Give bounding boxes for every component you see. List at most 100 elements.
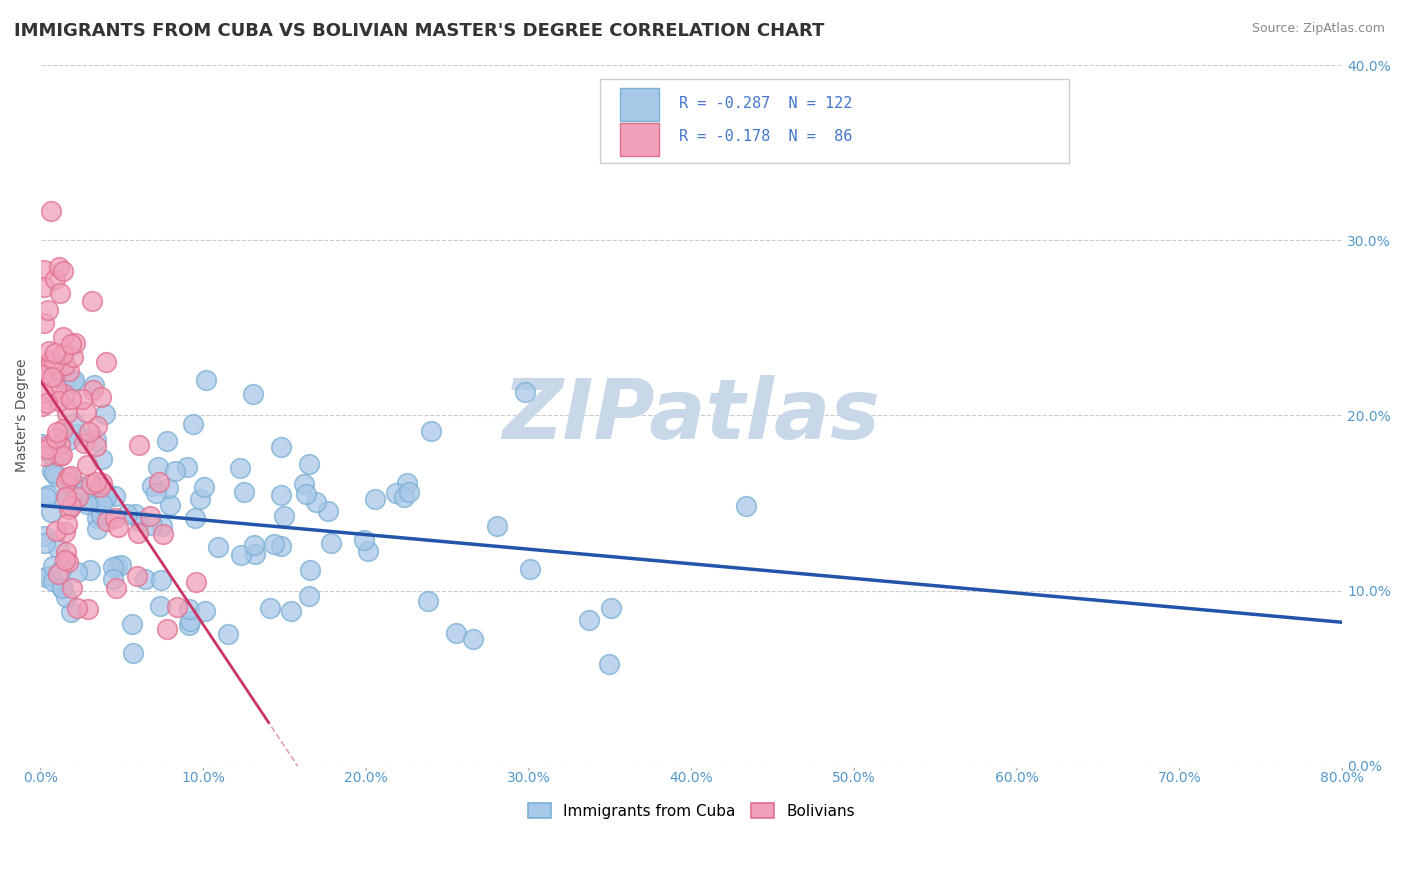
Point: [51, 449, 73, 463]
Point: [149, 599, 172, 614]
Point: [59, 499, 82, 513]
Point: [91, 475, 114, 490]
Point: [150, 573, 173, 587]
Y-axis label: Master's Degree: Master's Degree: [15, 359, 30, 472]
Legend: Immigrants from Cuba, Bolivians: Immigrants from Cuba, Bolivians: [522, 797, 860, 825]
Point: [76, 458, 98, 472]
Point: [42, 368, 65, 383]
Point: [35, 490, 58, 504]
Point: [599, 601, 621, 615]
Point: [233, 485, 256, 500]
Point: [229, 461, 252, 475]
Point: [96, 514, 118, 528]
Point: [82, 383, 104, 397]
Point: [76, 601, 98, 615]
Point: [38, 569, 60, 583]
Point: [184, 574, 207, 589]
Point: [73, 436, 96, 450]
Point: [148, 475, 170, 489]
Point: [34, 536, 56, 550]
Point: [55, 475, 77, 489]
Point: [49, 438, 72, 452]
Text: ZIPatlas: ZIPatlas: [502, 375, 880, 456]
Point: [316, 504, 339, 518]
Point: [357, 544, 380, 558]
Point: [141, 517, 163, 532]
Point: [52, 422, 75, 436]
Text: IMMIGRANTS FROM CUBA VS BOLIVIAN MASTER'S DEGREE CORRELATION CHART: IMMIGRANTS FROM CUBA VS BOLIVIAN MASTER'…: [14, 22, 824, 40]
Point: [72, 483, 94, 497]
Point: [321, 536, 343, 550]
Point: [145, 486, 167, 500]
Point: [45, 431, 67, 445]
Point: [90, 508, 112, 523]
Point: [363, 492, 385, 507]
FancyBboxPatch shape: [620, 123, 659, 156]
Point: [156, 434, 179, 448]
Point: [156, 622, 179, 636]
Point: [49, 563, 72, 577]
Point: [58, 486, 80, 500]
Point: [121, 646, 143, 660]
Point: [53, 553, 76, 567]
Point: [46, 541, 69, 556]
Point: [86, 419, 108, 434]
Point: [39, 353, 62, 368]
Point: [486, 518, 509, 533]
Point: [37, 488, 59, 502]
Point: [35, 439, 58, 453]
Point: [242, 386, 264, 401]
Point: [598, 657, 620, 672]
FancyBboxPatch shape: [620, 88, 659, 121]
Point: [444, 626, 467, 640]
Point: [104, 581, 127, 595]
Point: [55, 590, 77, 604]
Point: [305, 495, 328, 509]
Point: [65, 486, 87, 500]
Point: [53, 525, 76, 540]
Point: [53, 374, 76, 388]
Point: [41, 448, 63, 462]
Point: [76, 497, 98, 511]
Point: [56, 517, 79, 532]
Point: [45, 381, 67, 395]
Point: [181, 417, 204, 432]
Point: [128, 514, 150, 528]
Point: [51, 581, 73, 595]
Point: [461, 632, 484, 646]
Point: [52, 264, 75, 278]
Point: [194, 374, 217, 388]
Point: [70, 392, 93, 407]
Point: [42, 574, 65, 588]
Point: [56, 555, 79, 569]
Point: [59, 392, 82, 406]
Point: [294, 477, 316, 491]
Point: [59, 337, 82, 351]
Point: [46, 566, 69, 581]
Point: [31, 400, 53, 414]
Point: [159, 498, 181, 512]
Point: [86, 433, 108, 447]
Point: [270, 539, 292, 553]
Point: [134, 572, 156, 586]
Point: [48, 394, 70, 409]
Point: [418, 594, 440, 608]
Point: [294, 487, 316, 501]
Point: [41, 465, 63, 479]
Point: [58, 433, 80, 447]
Point: [270, 441, 292, 455]
Point: [86, 510, 108, 524]
Point: [42, 355, 65, 369]
Point: [63, 374, 86, 388]
Point: [89, 480, 111, 494]
Point: [127, 569, 149, 583]
Point: [39, 505, 62, 519]
Point: [84, 439, 107, 453]
Point: [392, 490, 415, 504]
Point: [298, 590, 321, 604]
Point: [193, 480, 215, 494]
Text: R = -0.178  N =  86: R = -0.178 N = 86: [679, 129, 852, 145]
Point: [32, 316, 55, 330]
Point: [58, 502, 80, 516]
Point: [53, 358, 76, 372]
